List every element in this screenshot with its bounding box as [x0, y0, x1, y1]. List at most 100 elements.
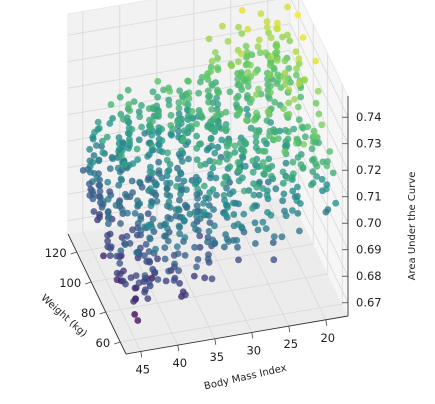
scatter-point: [230, 199, 237, 207]
scatter-point: [165, 96, 173, 104]
scatter-point: [263, 23, 271, 31]
scatter-point: [257, 10, 265, 17]
scatter-point: [126, 138, 133, 146]
scatter-point: [104, 232, 111, 239]
scatter-point: [106, 120, 114, 127]
scatter-point: [273, 42, 281, 50]
scatter-point: [266, 95, 273, 102]
scatter-point: [120, 116, 127, 123]
scatter-point: [204, 123, 212, 131]
scatter-point: [238, 6, 246, 14]
scatter-point: [180, 177, 188, 185]
scatter-point: [235, 166, 242, 174]
z-axis-label: Area Under the Curve: [407, 172, 418, 281]
scatter-point: [200, 208, 208, 216]
scatter-point: [176, 230, 184, 238]
scatter-point: [247, 61, 254, 69]
scatter-point: [263, 117, 271, 124]
scatter-point: [210, 158, 218, 166]
scatter-point: [252, 69, 259, 76]
scatter-point: [214, 143, 222, 151]
grid-line: [156, 0, 216, 339]
scatter-point: [266, 61, 274, 69]
scatter-point: [205, 228, 213, 235]
scatter-point: [267, 34, 275, 42]
scatter-point: [204, 255, 212, 263]
scatter-point: [124, 86, 132, 94]
scatter-point: [128, 177, 136, 185]
scatter-point: [202, 194, 209, 202]
scatter-point: [326, 148, 334, 155]
scatter-point: [166, 87, 174, 95]
scatter-point: [172, 212, 180, 220]
scatter-point: [130, 98, 138, 105]
scatter-point: [311, 132, 318, 140]
scatter-point: [176, 196, 183, 204]
scatter-point: [221, 243, 228, 251]
x-tick-mark: [70, 251, 77, 255]
scatter-point: [176, 280, 184, 287]
scatter-point: [147, 202, 155, 210]
scatter-point: [192, 225, 200, 233]
scatter-point: [124, 209, 131, 217]
scatter-point: [211, 49, 219, 56]
scatter-point: [195, 89, 203, 97]
scatter-point: [201, 274, 209, 282]
scatter-point: [260, 170, 267, 178]
scatter-point: [174, 118, 182, 125]
scatter-point: [141, 288, 149, 296]
scatter-point: [233, 236, 241, 244]
scatter-point: [268, 172, 275, 180]
scatter-point: [271, 98, 279, 106]
scatter-point: [132, 272, 140, 279]
scatter-point: [248, 96, 255, 103]
scatter-point: [314, 87, 322, 95]
scatter-point: [323, 185, 330, 193]
x-tick-label: 100: [59, 276, 81, 290]
x-tick-mark: [99, 311, 106, 315]
scatter-point: [155, 158, 163, 166]
scatter-point: [223, 125, 230, 133]
y-tick-label: 30: [246, 343, 261, 357]
scatter-point: [211, 149, 219, 157]
scatter-point: [243, 116, 250, 124]
scatter-point: [163, 156, 171, 164]
scatter-point: [262, 49, 270, 56]
y-tick-mark: [214, 338, 217, 345]
scatter-point: [128, 125, 136, 133]
scatter-point: [226, 151, 233, 159]
scatter-point: [284, 3, 291, 11]
scatter-point: [273, 48, 281, 56]
scatter-point: [243, 105, 251, 113]
scatter-point: [196, 110, 204, 118]
scatter-point: [141, 272, 149, 279]
scatter-point: [104, 195, 112, 203]
scatter-point: [125, 101, 133, 108]
scatter-point: [99, 197, 107, 205]
x-tick-label: 80: [81, 306, 96, 320]
scatter-point: [270, 256, 278, 264]
scatter-point: [149, 215, 157, 223]
scatter-point: [323, 162, 331, 170]
scatter-point: [178, 92, 186, 100]
scatter-point: [90, 208, 98, 215]
scatter-point: [193, 213, 201, 221]
z-tick-label: 0.67: [356, 296, 382, 310]
scatter-point: [312, 57, 320, 65]
scatter-point: [99, 149, 107, 156]
scatter-point: [175, 104, 183, 112]
scatter-point: [284, 31, 291, 39]
scatter-point: [144, 176, 152, 184]
scatter-point: [242, 42, 250, 50]
scatter-point: [153, 180, 160, 188]
scatter-point: [175, 267, 183, 275]
scatter-point: [125, 118, 133, 126]
scatter-point: [117, 110, 125, 118]
scatter-point: [301, 133, 309, 141]
scatter-point: [282, 212, 290, 220]
scatter-point: [293, 197, 301, 205]
scatter-point: [164, 168, 172, 175]
scatter-point: [166, 179, 174, 187]
scatter-point: [264, 108, 272, 116]
scatter-point: [244, 25, 252, 33]
